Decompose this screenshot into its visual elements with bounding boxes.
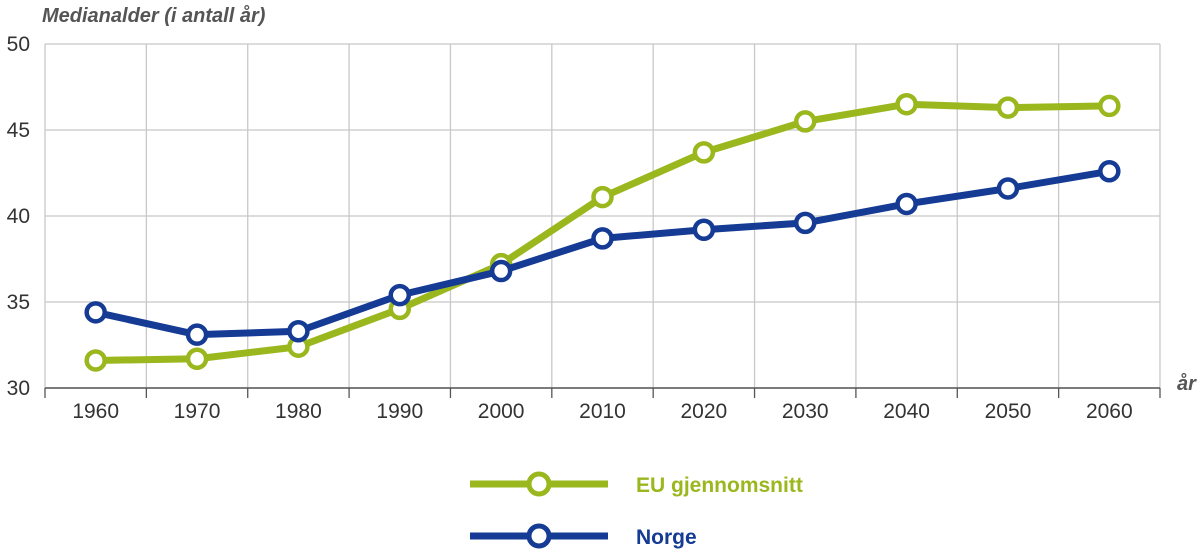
data-point: [287, 319, 310, 343]
y-tick-label: 30: [7, 377, 30, 400]
x-tick-label: 2060: [1086, 400, 1133, 423]
legend-item-0: EU gjennomsnitt: [470, 471, 803, 497]
data-point: [692, 141, 716, 164]
legend-item-1: Norge: [470, 523, 697, 549]
y-axis-title: Medianalder (i antall år): [42, 4, 266, 27]
legend-swatch-marker: [526, 523, 552, 549]
x-tick-label: 2010: [579, 400, 626, 423]
data-point: [591, 227, 614, 250]
y-tick-label: 50: [7, 33, 30, 56]
x-tick-label: 2030: [782, 400, 829, 423]
y-tick-label: 40: [7, 205, 30, 228]
legend-label: Norge: [636, 526, 697, 549]
x-axis-title: år: [1177, 372, 1197, 395]
x-tick-label: 1970: [174, 400, 221, 423]
y-tick-label: 45: [7, 119, 30, 142]
data-point: [84, 349, 107, 372]
series-1: [84, 160, 1121, 346]
y-tick-label: 35: [7, 291, 30, 314]
x-tick-label: 1980: [275, 400, 322, 423]
series-0: [84, 92, 1121, 372]
data-point: [692, 218, 716, 242]
data-point: [591, 185, 614, 209]
data-point: [489, 259, 513, 283]
x-tick-label: 1960: [72, 400, 119, 423]
data-point: [996, 96, 1020, 119]
data-point: [84, 301, 107, 324]
x-tick-label: 1990: [376, 400, 423, 423]
series: [84, 92, 1121, 372]
x-tick-label: 2020: [681, 400, 728, 423]
legend: EU gjennomsnitt Norge: [470, 471, 803, 549]
data-point: [793, 211, 817, 235]
data-point: [1098, 94, 1121, 118]
data-point: [388, 283, 412, 307]
data-point: [185, 323, 209, 346]
data-point: [1098, 160, 1121, 183]
legend-label: EU gjennomsnitt: [636, 474, 803, 497]
data-point: [793, 110, 817, 133]
data-point: [895, 92, 918, 116]
data-point: [185, 347, 209, 371]
data-point: [895, 192, 918, 216]
data-point: [996, 177, 1020, 200]
legend-swatch-marker: [526, 471, 552, 497]
x-tick-label: 2040: [883, 400, 930, 423]
x-tick-label: 2000: [478, 400, 525, 423]
x-tick-label: 2050: [985, 400, 1032, 423]
axes: 30 35 40 45 50 1960 1970 1980 1990 2000 2010 2020 20…: [7, 33, 1161, 423]
